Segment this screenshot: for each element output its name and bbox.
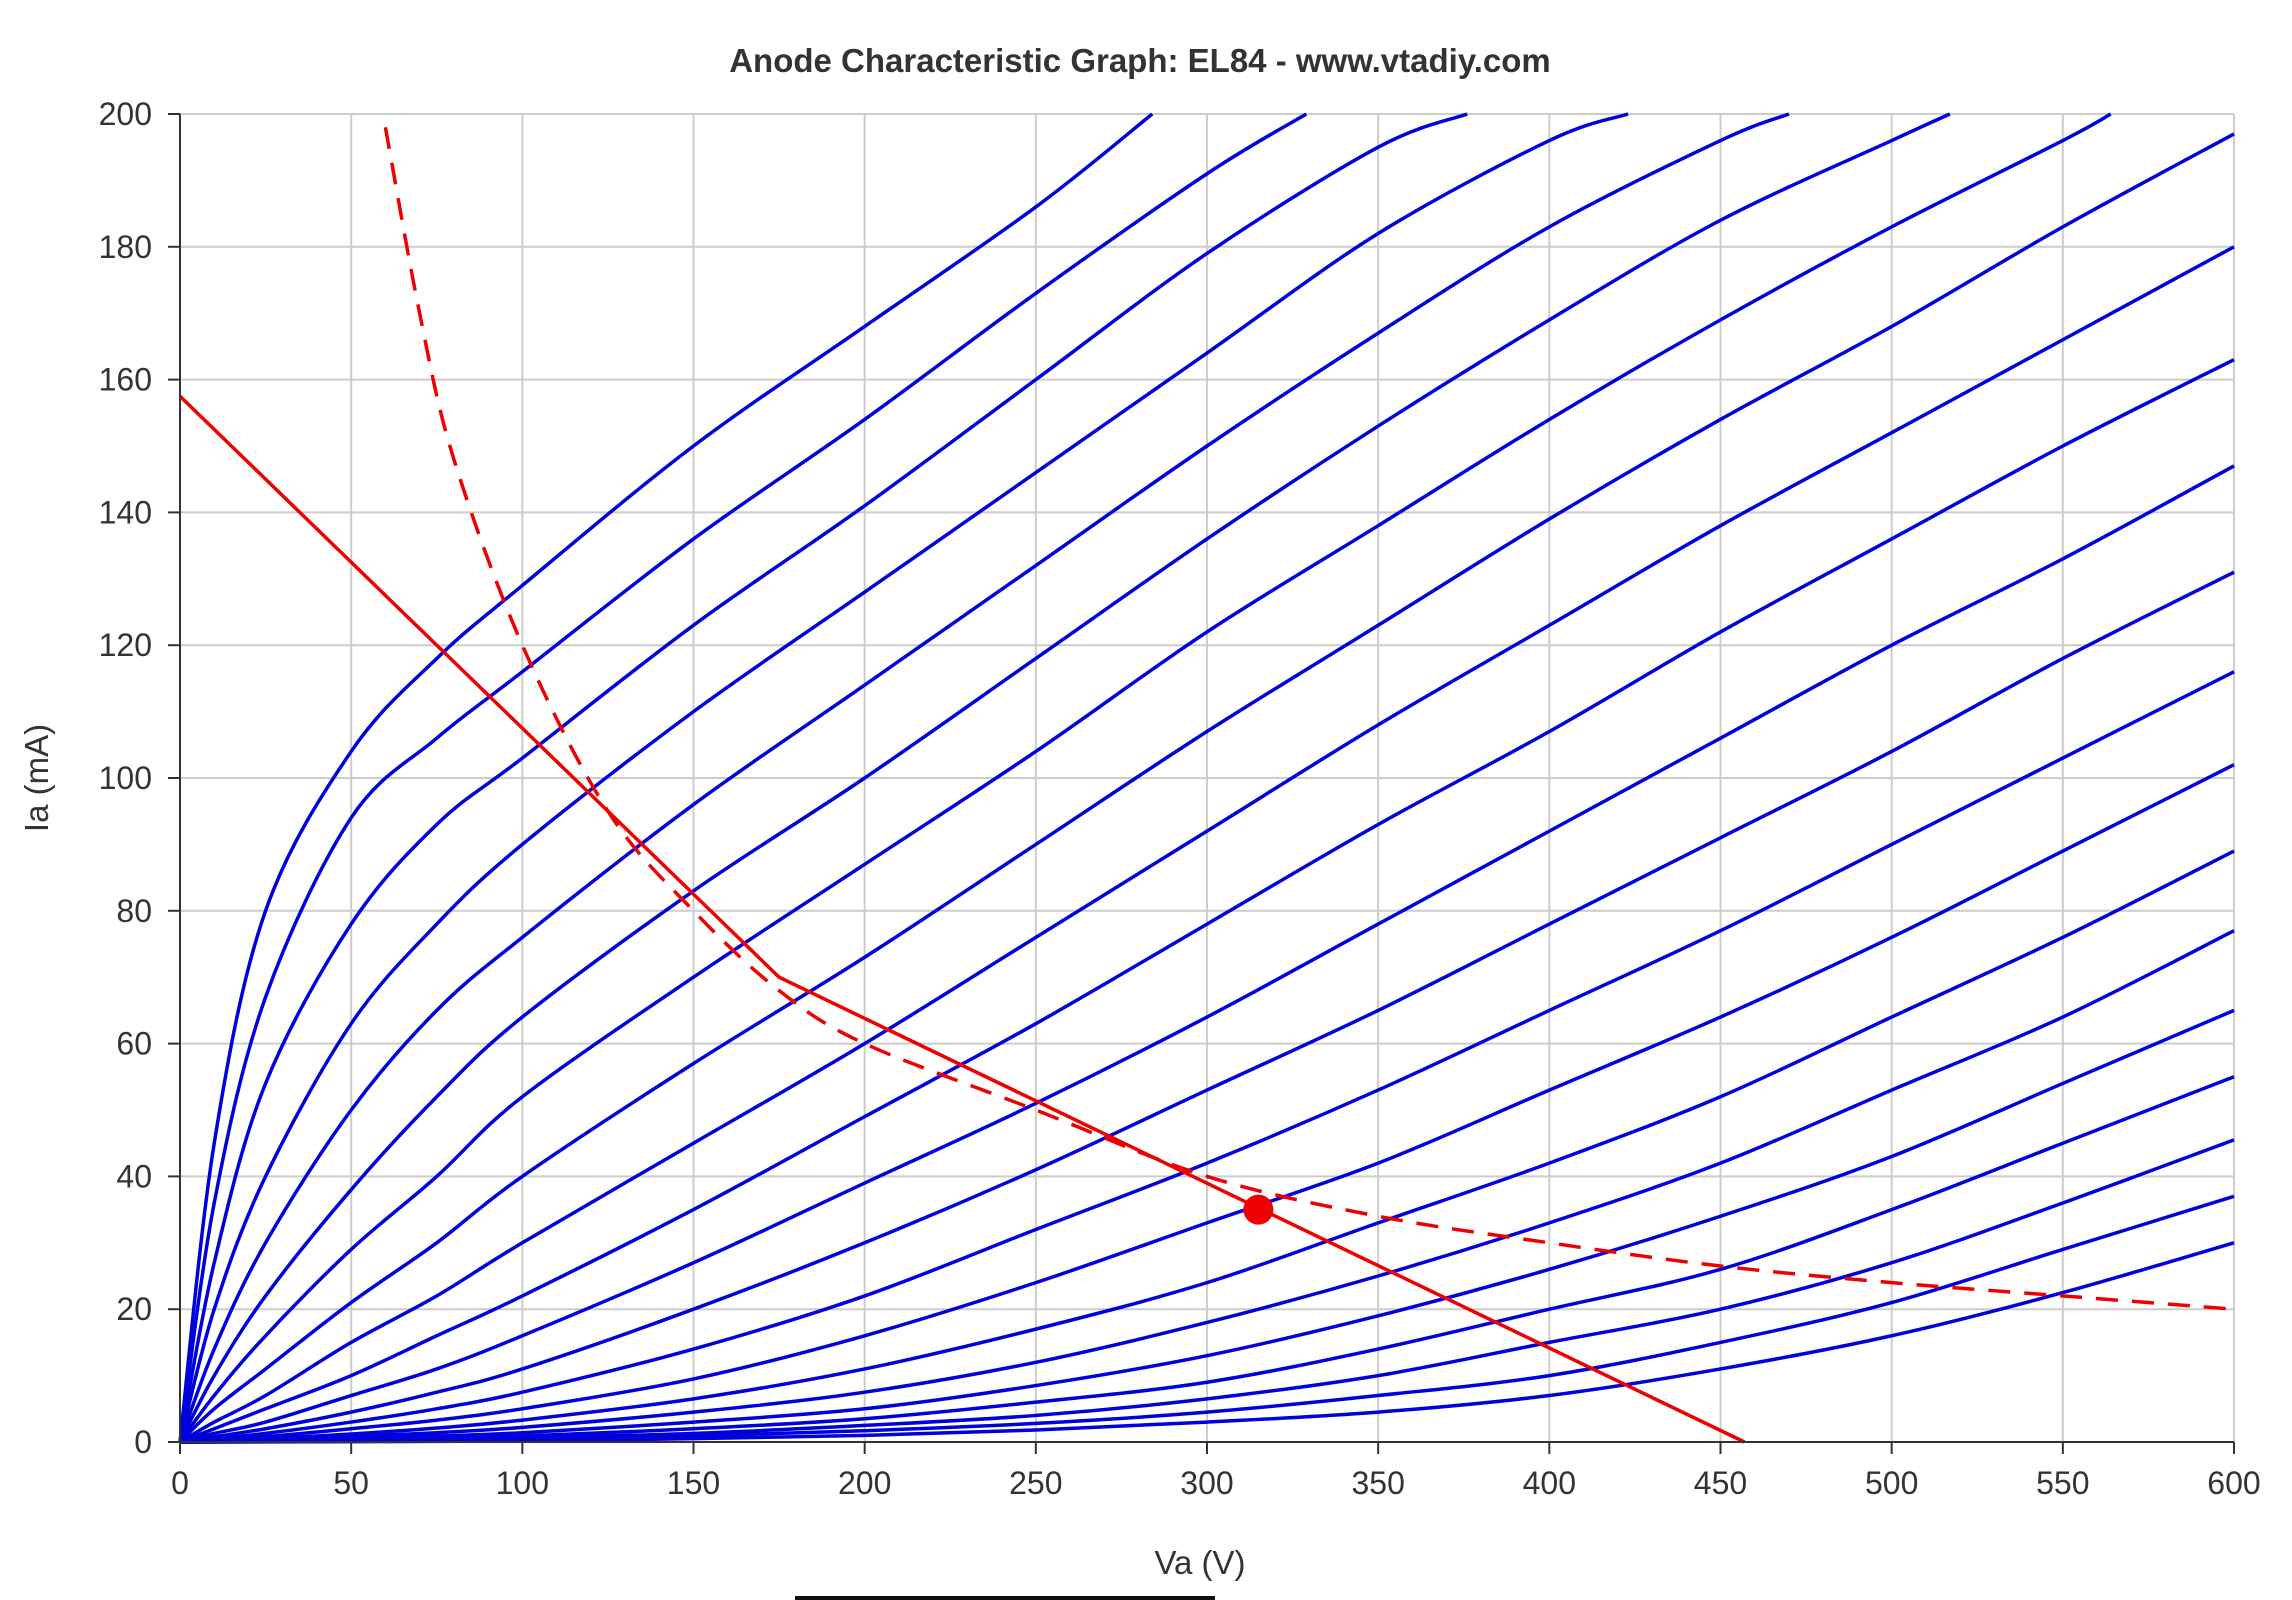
characteristic-curve-1 [178, 112, 1154, 1443]
x-tick-label: 250 [1009, 1465, 1062, 1501]
power-limit-curve [383, 126, 2235, 1311]
y-tick-label: 140 [99, 494, 152, 530]
x-tick-label: 0 [171, 1465, 189, 1501]
y-tick-label: 20 [116, 1291, 152, 1327]
characteristic-curve-15 [179, 849, 2235, 1444]
characteristic-curve-9 [179, 245, 2235, 1444]
x-tick-label: 400 [1523, 1465, 1576, 1501]
x-tick-label: 150 [667, 1465, 720, 1501]
x-axis-label: Va (V) [1154, 1544, 1245, 1581]
tick-labels: 0 50 100 150 200 250 300 350 400 450 500 550 600 0 20 4… [99, 96, 2261, 1501]
y-axis-label: Ia (mA) [18, 724, 55, 832]
characteristic-curve-3 [178, 112, 1468, 1443]
y-tick-label: 0 [134, 1424, 152, 1460]
y-tick-label: 120 [99, 627, 152, 663]
y-tick-label: 200 [99, 96, 152, 132]
operating-point[interactable] [1243, 1194, 1274, 1225]
x-tick-label: 500 [1865, 1465, 1918, 1501]
x-tick-label: 350 [1351, 1465, 1404, 1501]
x-tick-label: 550 [2036, 1465, 2089, 1501]
axes [168, 113, 2235, 1454]
x-tick-label: 300 [1180, 1465, 1233, 1501]
y-tick-label: 160 [99, 362, 152, 398]
characteristic-curve-4 [178, 112, 1629, 1443]
y-tick-label: 180 [99, 229, 152, 265]
x-tick-label: 50 [333, 1465, 369, 1501]
load-line-layer [178, 394, 1746, 1444]
power-limit-layer [383, 126, 2235, 1311]
y-tick-label: 80 [116, 893, 152, 929]
load-line [178, 394, 1746, 1444]
characteristic-curve-16 [179, 929, 2235, 1444]
characteristic-curve-14 [179, 763, 2235, 1444]
scrollbar-thumb[interactable] [795, 1596, 1215, 1600]
characteristic-curve-12 [179, 570, 2235, 1444]
operating-point-layer [1243, 1194, 1274, 1225]
characteristic-curve-5 [178, 112, 1790, 1443]
y-tick-label: 40 [116, 1158, 152, 1194]
characteristic-curve-11 [179, 464, 2235, 1444]
x-tick-label: 100 [496, 1465, 549, 1501]
x-tick-label: 200 [838, 1465, 891, 1501]
characteristic-curve-8 [178, 132, 2235, 1444]
grid [179, 113, 2235, 1443]
y-tick-label: 60 [116, 1026, 152, 1062]
characteristic-curve-13 [179, 670, 2235, 1444]
x-tick-label: 600 [2207, 1465, 2260, 1501]
x-tick-label: 450 [1694, 1465, 1747, 1501]
chart-title: Anode Characteristic Graph: EL84 - www.v… [729, 42, 1551, 79]
characteristic-curve-10 [179, 358, 2235, 1444]
y-tick-label: 100 [99, 760, 152, 796]
characteristic-curve-6 [178, 112, 1951, 1443]
characteristic-curve-2 [178, 112, 1308, 1443]
tube-curves [178, 112, 2235, 1444]
characteristic-curve-7 [178, 112, 2112, 1444]
